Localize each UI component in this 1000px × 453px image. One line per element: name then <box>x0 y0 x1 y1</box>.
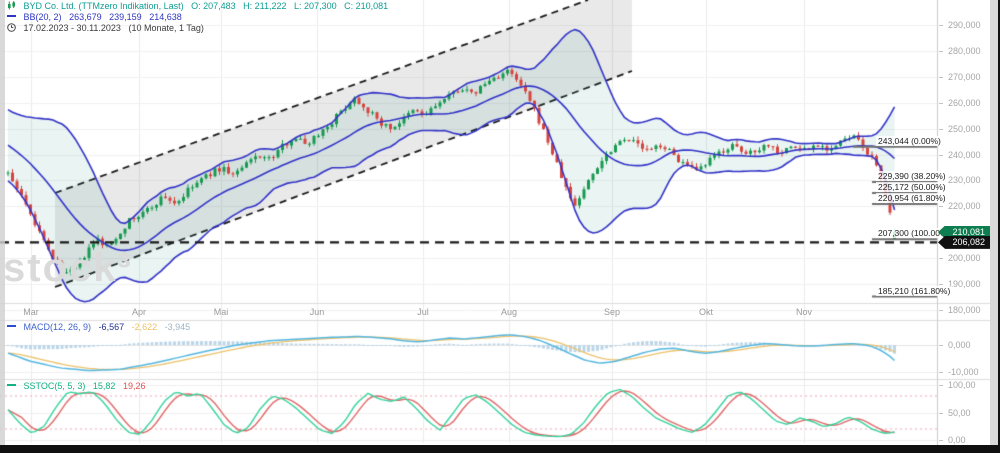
time-axis-label: Jul <box>417 307 429 317</box>
price-axis-label: 240,000 <box>939 149 981 160</box>
stochastic-label: SSTOC(5, 5, 3) <box>23 381 86 391</box>
time-axis-label: Aug <box>500 307 518 317</box>
bollinger-lower-value: 214,638 <box>149 12 182 22</box>
fib-level-label: 229,390 (38.20%) <box>876 171 948 182</box>
last-price-value: 210,081 <box>952 226 985 237</box>
ohlc-close: C: 210,081 <box>344 1 389 11</box>
macd-label: MACD(12, 26, 9) <box>23 322 92 332</box>
date-range-row: 17.02.2023 - 30.11.2023 (10 Monate, 1 Ta… <box>7 23 393 34</box>
macd-axis-label: -10,000 <box>939 367 979 377</box>
support-price-value: 206,082 <box>952 236 985 247</box>
ohlc-low: L: 207,300 <box>294 1 337 11</box>
time-axis-label: Nov <box>795 307 813 317</box>
macd-value: -6,567 <box>98 322 125 332</box>
time-axis-label: Mai <box>213 307 229 317</box>
date-span: (10 Monate, 1 Tag) <box>128 23 204 33</box>
time-axis-label: Okt <box>698 307 714 317</box>
time-axis-label: Jun <box>309 307 325 317</box>
time-axis-label: Mar <box>23 307 39 317</box>
bollinger-label: BB(20, 2) <box>23 12 62 22</box>
fib-level-label: 207,300 (100.00%) <box>876 228 953 239</box>
macd-series-icon <box>7 325 16 327</box>
right-edge-strip <box>990 0 998 445</box>
fib-level-label: 220,954 (61.80%) <box>876 192 948 203</box>
stochastic-series-icon <box>7 384 16 386</box>
macd-signal-value: -2,622 <box>131 322 158 332</box>
date-range: 17.02.2023 - 30.11.2023 <box>23 23 121 33</box>
candlestick-icon <box>7 1 16 13</box>
price-chart-area: BYD Co. Ltd. (TTMzero Indikation, Last) … <box>0 0 990 445</box>
macd-axis-label: 0,000 <box>939 340 971 350</box>
price-axis-label: 290,000 <box>939 20 981 30</box>
symbol-row[interactable]: BYD Co. Ltd. (TTMzero Indikation, Last) … <box>7 1 393 12</box>
watermark: stock³ <box>3 246 133 290</box>
macd-legend-row[interactable]: MACD(12, 26, 9) -6,567 -2,622 -3,945 <box>7 322 195 333</box>
bollinger-row[interactable]: BB(20, 2) 263,679 239,159 214,638 <box>7 12 393 23</box>
fib-level-label: 243,044 (0.00%) <box>876 135 943 146</box>
price-axis-label: 190,000 <box>939 279 981 290</box>
stochastic-k-value: 15,82 <box>92 381 116 391</box>
price-axis-label: 230,000 <box>939 175 981 186</box>
stochastic-d-value: 19,26 <box>122 381 146 391</box>
ohlc-open: O: 207,483 <box>191 1 236 11</box>
left-edge-strip <box>0 0 5 445</box>
bollinger-upper-value: 263,679 <box>69 12 102 22</box>
fib-level-label: 225,172 (50.00%) <box>876 181 948 192</box>
legend: BYD Co. Ltd. (TTMzero Indikation, Last) … <box>7 1 393 34</box>
price-axis-label: 270,000 <box>939 71 981 82</box>
macd-hist-value: -3,945 <box>164 322 191 332</box>
bollinger-series-icon <box>7 15 16 17</box>
fib-level-label: 185,210 (161.80%) <box>876 285 953 296</box>
ohlc-high: H: 211,222 <box>243 1 287 11</box>
price-axis-label: 250,000 <box>939 123 981 134</box>
last-price-tag: 210,081 <box>938 225 990 239</box>
chart-canvas[interactable] <box>0 0 990 445</box>
stochastic-axis-label: 50,00 <box>939 407 971 418</box>
clock-icon <box>7 23 16 35</box>
price-axis-label: 200,000 <box>939 253 981 264</box>
price-axis-label: 180,000 <box>939 305 981 315</box>
stochastic-axis-label: 0,00 <box>939 435 966 445</box>
symbol-title: BYD Co. Ltd. (TTMzero Indikation, Last) <box>23 1 184 11</box>
price-axis-label: 280,000 <box>939 45 981 56</box>
support-price-tag: 206,082 <box>938 235 990 249</box>
time-axis-label: Sep <box>603 307 621 317</box>
price-axis-label: 260,000 <box>939 97 981 108</box>
price-axis-label: 220,000 <box>939 201 981 212</box>
time-axis-label: Apr <box>131 307 147 317</box>
stochastic-legend-row[interactable]: SSTOC(5, 5, 3) 15,82 19,26 <box>7 381 150 392</box>
stochastic-axis-label: 100,00 <box>939 380 976 390</box>
bollinger-middle-value: 239,159 <box>109 12 142 22</box>
